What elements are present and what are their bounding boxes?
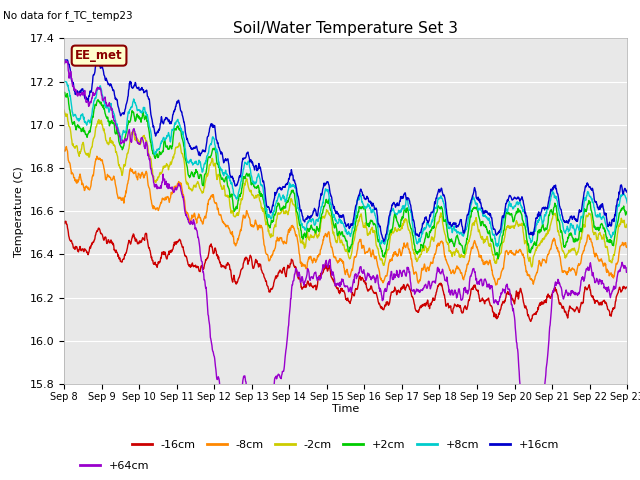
+64cm <box>508 302 515 308</box>
+16cm <box>248 161 256 167</box>
Line: +2cm: +2cm <box>64 93 627 259</box>
Line: -2cm: -2cm <box>64 110 627 267</box>
-2cm <box>172 145 179 151</box>
+16cm <box>433 192 441 197</box>
+2cm <box>623 209 631 215</box>
-8cm <box>492 282 500 288</box>
-2cm <box>186 184 193 190</box>
+64cm <box>172 186 180 192</box>
+2cm <box>60 90 68 96</box>
Legend: -16cm, -8cm, -2cm, +2cm, +8cm, +16cm: -16cm, -8cm, -2cm, +2cm, +8cm, +16cm <box>127 435 564 455</box>
+16cm <box>623 188 631 194</box>
Text: EE_met: EE_met <box>76 49 123 62</box>
+8cm <box>248 179 256 184</box>
+2cm <box>186 173 193 179</box>
+2cm <box>507 211 515 216</box>
-8cm <box>433 243 441 249</box>
+64cm <box>186 221 193 227</box>
+64cm <box>557 284 565 290</box>
-8cm <box>557 262 565 268</box>
-16cm <box>172 239 180 245</box>
+8cm <box>60 79 68 84</box>
+8cm <box>493 244 501 250</box>
-8cm <box>186 219 193 225</box>
+2cm <box>433 209 441 215</box>
+16cm <box>172 104 179 109</box>
-2cm <box>60 107 68 113</box>
Line: -16cm: -16cm <box>64 221 627 322</box>
-16cm <box>186 262 193 267</box>
-8cm <box>623 244 631 250</box>
-2cm <box>507 225 515 231</box>
Line: +16cm: +16cm <box>64 60 627 241</box>
Title: Soil/Water Temperature Set 3: Soil/Water Temperature Set 3 <box>233 21 458 36</box>
-8cm <box>60 148 68 154</box>
-8cm <box>172 185 180 191</box>
-16cm <box>527 319 534 324</box>
-8cm <box>63 144 70 149</box>
+64cm <box>61 58 69 63</box>
-16cm <box>557 302 565 308</box>
-2cm <box>528 264 536 270</box>
Y-axis label: Temperature (C): Temperature (C) <box>14 166 24 257</box>
Text: No data for f_TC_temp23: No data for f_TC_temp23 <box>3 10 133 21</box>
-16cm <box>60 221 68 227</box>
+16cm <box>60 57 68 63</box>
-8cm <box>249 223 257 228</box>
-2cm <box>557 240 564 245</box>
+2cm <box>557 227 564 233</box>
Line: -8cm: -8cm <box>64 146 627 285</box>
X-axis label: Time: Time <box>332 405 359 414</box>
-2cm <box>623 221 631 227</box>
-16cm <box>507 293 515 299</box>
+8cm <box>507 201 515 206</box>
Line: +8cm: +8cm <box>64 82 627 247</box>
+64cm <box>60 61 68 67</box>
+2cm <box>248 181 256 187</box>
+64cm <box>249 385 257 391</box>
+16cm <box>186 141 193 147</box>
Line: +64cm: +64cm <box>64 60 627 388</box>
+64cm <box>623 269 631 275</box>
-16cm <box>623 285 631 290</box>
+16cm <box>557 206 564 212</box>
+8cm <box>623 200 631 206</box>
+8cm <box>186 159 193 165</box>
-8cm <box>508 248 515 253</box>
+8cm <box>557 216 564 222</box>
-2cm <box>433 221 441 227</box>
+16cm <box>507 194 515 200</box>
+16cm <box>380 239 388 244</box>
-16cm <box>433 286 441 291</box>
+2cm <box>494 256 502 262</box>
+8cm <box>172 121 179 127</box>
+64cm <box>218 385 225 391</box>
-2cm <box>248 192 256 197</box>
+2cm <box>172 126 179 132</box>
+64cm <box>434 264 442 270</box>
-16cm <box>61 218 69 224</box>
+8cm <box>433 203 441 208</box>
-16cm <box>249 264 257 270</box>
